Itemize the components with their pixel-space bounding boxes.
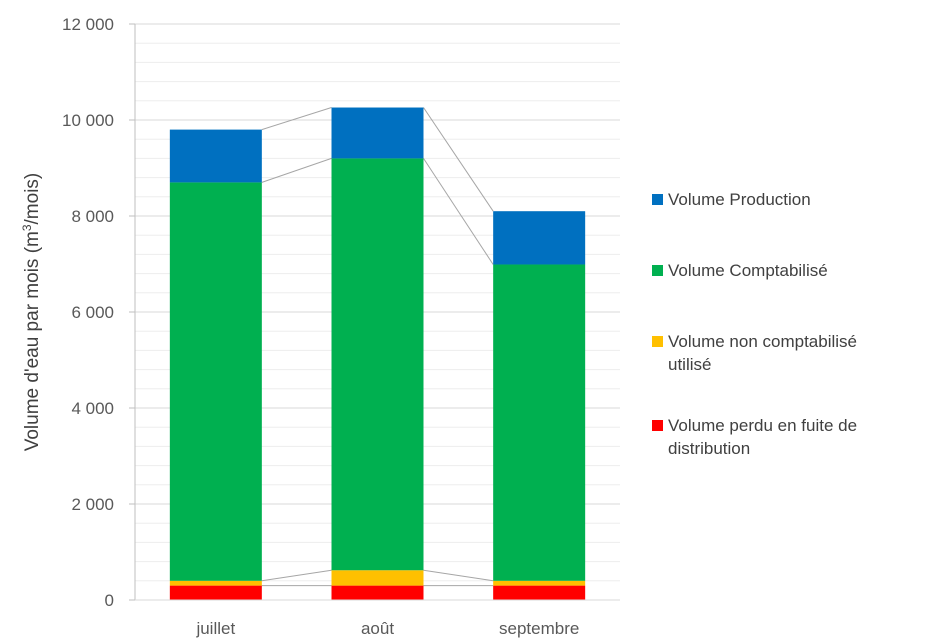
bar-segment: [169, 585, 262, 600]
legend-swatch: [652, 336, 663, 347]
series-line: [261, 569, 332, 582]
x-tick-label: août: [361, 619, 394, 638]
legend-label-line: Volume Comptabilisé: [668, 261, 828, 280]
legend-label-line: distribution: [668, 439, 751, 458]
legend-label: Volume Production: [668, 188, 811, 211]
bar-segment: [493, 264, 586, 581]
legend-item: Volume Production: [652, 188, 932, 211]
y-axis-title: Volume d'eau par mois (m3/mois): [20, 173, 43, 452]
bar-segment: [331, 107, 424, 159]
bar-segment: [493, 211, 586, 265]
y-axis-title-part-2: /mois): [22, 173, 43, 225]
y-tick-label: 2 000: [71, 495, 114, 514]
legend-item: Volume perdu en fuite de distribution: [652, 414, 932, 460]
legend-item: Volume Comptabilisé: [652, 259, 932, 282]
legend-label-line: Volume non comptabilisé: [668, 332, 858, 351]
x-tick-label: juillet: [195, 619, 235, 638]
bar-segment: [493, 580, 586, 586]
y-tick-label: 6 000: [71, 303, 114, 322]
y-axis-title-part-1: Volume d'eau par mois (m: [22, 231, 43, 451]
bar-segment: [331, 585, 424, 600]
series-line: [423, 158, 494, 265]
y-tick-label: 0: [105, 591, 114, 610]
legend-label: Volume Comptabilisé: [668, 259, 828, 282]
legend-label-line: Volume Production: [668, 190, 811, 209]
legend-swatch: [652, 194, 663, 205]
legend-item: Volume non comptabilisé utilisé: [652, 330, 932, 376]
legend: Volume Production Volume Comptabilisé Volu…: [652, 188, 932, 460]
series-line: [261, 157, 332, 183]
legend-label: Volume perdu en fuite de distribution: [668, 414, 857, 460]
y-tick-label: 4 000: [71, 399, 114, 418]
series-line: [423, 107, 494, 212]
bar-segment: [169, 182, 262, 581]
y-tick-label: 10 000: [62, 111, 114, 130]
series-line: [261, 107, 332, 131]
legend-swatch: [652, 420, 663, 431]
series-connector-lines: [261, 107, 494, 587]
legend-label: Volume non comptabilisé utilisé: [668, 330, 857, 376]
y-axis-title-superscript: 3: [20, 224, 34, 231]
legend-label-line: Volume perdu en fuite de: [668, 416, 858, 435]
bars: [169, 107, 586, 600]
bar-segment: [331, 570, 424, 586]
y-tick-label: 12 000: [62, 15, 114, 34]
legend-swatch: [652, 265, 663, 276]
bar-segment: [169, 580, 262, 586]
x-tick-label: septembre: [499, 619, 579, 638]
bar-segment: [493, 585, 586, 600]
x-tick-labels: juillet août septembre: [195, 619, 579, 638]
y-tick-label: 8 000: [71, 207, 114, 226]
legend-label-line: utilisé: [668, 355, 712, 374]
bar-segment: [169, 129, 262, 183]
y-tick-labels: 0 2 000 4 000 6 000 8 000 10 000 12 000: [62, 15, 135, 610]
bar-segment: [331, 158, 424, 571]
series-line: [423, 569, 494, 582]
